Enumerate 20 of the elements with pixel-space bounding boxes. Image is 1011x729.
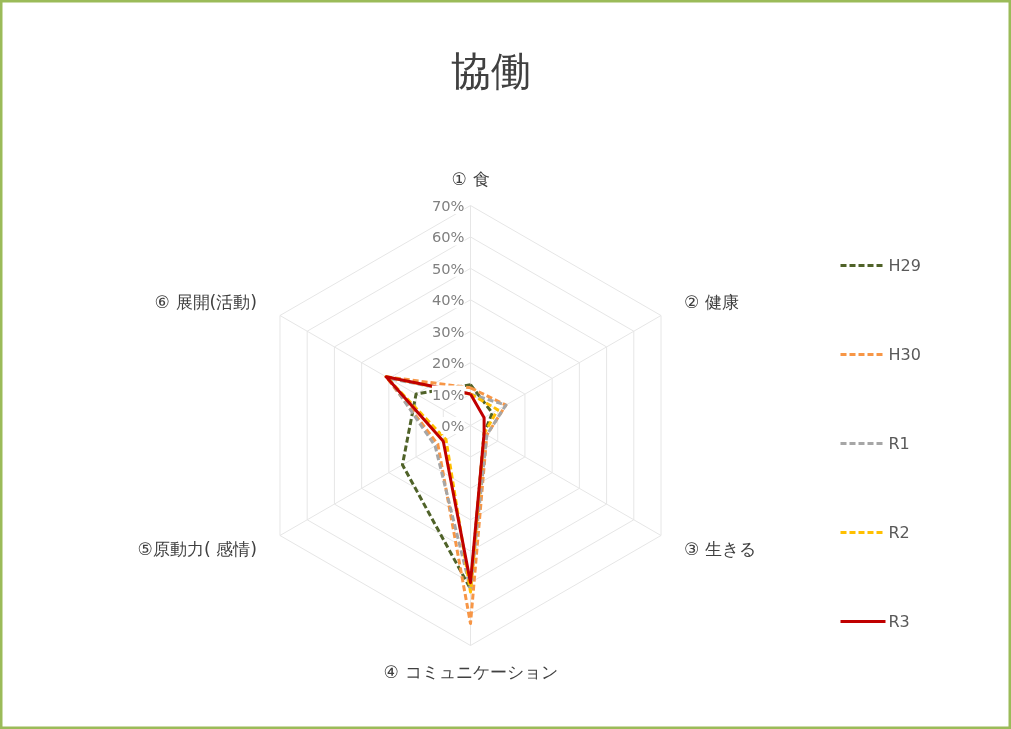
y-tick-label: 40% (431, 291, 465, 309)
y-tick-label: 0% (441, 417, 465, 434)
y-tick-label: 20% (431, 354, 465, 372)
spoke-label: ④ コミュニケーション (383, 661, 558, 682)
y-tick-label: 60% (431, 228, 465, 246)
spoke-label: ③ 生きる (683, 538, 756, 559)
legend-label: R1 (888, 434, 910, 453)
y-tick-label: 50% (431, 259, 465, 277)
spoke-label: ⑤原動力( 感情) (137, 538, 258, 559)
spoke-label: ⑥ 展開(活動) (154, 292, 258, 313)
legend-label: H30 (888, 345, 921, 364)
spoke-label: ① 食 (451, 169, 490, 190)
y-tick-label: 70% (431, 197, 465, 214)
chart-title: 協働 (450, 47, 531, 94)
y-tick-label: 10% (431, 385, 465, 403)
legend-label: R3 (888, 612, 910, 631)
y-tick-label: 30% (431, 322, 465, 340)
legend-label: H29 (888, 256, 921, 275)
legend-label: R2 (888, 523, 910, 542)
spoke-label: ② 健康 (683, 292, 739, 313)
